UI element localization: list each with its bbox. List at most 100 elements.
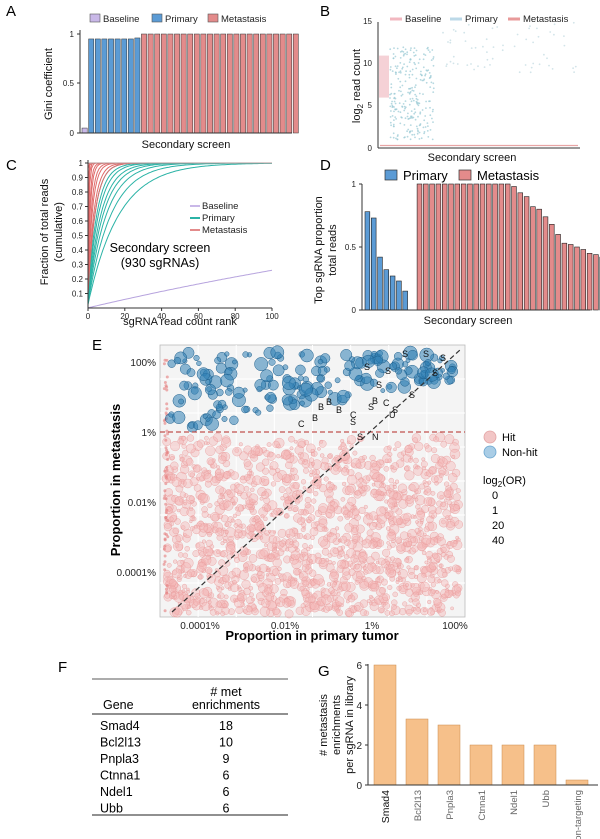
b-primary-point (398, 102, 401, 105)
b-primary-point (429, 114, 432, 117)
e-nonhit-point (299, 382, 313, 397)
b-primary-point (417, 104, 420, 107)
table-header-count-1: # met (210, 685, 242, 699)
b-primary-point (428, 72, 431, 74)
e-hit-point (430, 514, 435, 519)
e-hit-point (195, 541, 205, 551)
e-hit-point (219, 551, 226, 557)
e-hit-point (413, 466, 423, 476)
b-primary-point (402, 103, 405, 105)
e-hit-point (215, 445, 224, 454)
e-nonhit-point (173, 356, 182, 365)
table-cell-count-2: 9 (223, 752, 230, 766)
b-metastasis-point (574, 65, 577, 68)
e-hit-point (267, 500, 278, 511)
e-hit-point (427, 589, 435, 597)
e-hit-point (311, 459, 322, 470)
e-hit-point (304, 597, 310, 603)
e-hit-edge-point (164, 587, 168, 591)
e-hit-edge-point (165, 451, 169, 455)
e-hit-point (207, 469, 212, 474)
b-metastasis-point (449, 41, 452, 44)
e-nonhit-point (265, 391, 277, 403)
b-primary-point (432, 82, 435, 85)
e-hit-point (264, 587, 272, 595)
b-xlabel: Secondary screen (428, 152, 517, 164)
e-hit-point (393, 447, 397, 452)
g-xtick-2: Pnpla3 (445, 790, 456, 820)
e-hit-edge-point (163, 538, 167, 542)
c-ytick-0.1: 0.1 (72, 290, 84, 299)
e-hit-point (353, 602, 364, 612)
e-hit-point (321, 594, 332, 605)
e-hit-edge-point (162, 362, 166, 366)
e-hit-point (253, 522, 262, 531)
e-nonhit-point (205, 416, 211, 422)
e-point-label-12: B (326, 397, 332, 407)
e-hit-point (417, 541, 427, 552)
e-hit-point (306, 519, 311, 523)
e-hit-point (398, 577, 404, 583)
e-hit-point (210, 462, 218, 469)
e-hit-point (243, 474, 251, 481)
b-primary-point (392, 123, 395, 126)
e-hit-point (257, 571, 263, 577)
e-nonhit-point (407, 349, 418, 361)
g-bar-1 (405, 718, 429, 786)
e-hit-point (382, 593, 390, 602)
e-hit-point (377, 557, 386, 566)
e-hit-point (309, 472, 314, 477)
e-hit-point (455, 535, 460, 540)
e-hit-point (204, 435, 209, 441)
c-annotation-2: (930 sgRNAs) (121, 256, 200, 270)
g-ytick-6: 6 (356, 661, 362, 672)
b-primary-point (403, 53, 405, 56)
b-primary-point (429, 86, 432, 88)
e-hit-point (285, 461, 293, 469)
b-metastasis-point (447, 41, 449, 43)
e-hit-point (280, 496, 285, 501)
e-hit-point (392, 591, 398, 598)
e-hit-point (425, 521, 435, 531)
e-hit-point (347, 594, 356, 603)
e-nonhit-point (187, 386, 202, 401)
e-hit-point (384, 568, 391, 575)
e-hit-point (231, 575, 240, 584)
b-metastasis-point (477, 65, 479, 68)
b-primary-point (413, 133, 416, 136)
b-metastasis-point (549, 31, 552, 33)
e-hit-point (287, 575, 294, 582)
e-nonhit-point (270, 345, 285, 360)
b-primary-point (418, 124, 421, 127)
e-hit-point (295, 489, 304, 498)
e-hit-point (376, 519, 386, 529)
e-nonhit-point (214, 357, 222, 364)
e-hit-point (444, 589, 453, 599)
e-hit-point (170, 441, 181, 452)
legend-d-primary: Primary (403, 168, 448, 183)
legend-a-primary: Primary (165, 14, 198, 25)
e-nonhit-point (172, 410, 186, 424)
e-hit-point (359, 581, 370, 591)
b-primary-point (427, 136, 430, 138)
e-hit-point (421, 567, 429, 574)
b-primary-point (431, 117, 433, 120)
e-ytick-2: 0.01% (128, 498, 156, 509)
a-ylabel: Gini coefficient (43, 48, 55, 120)
e-hit-point (399, 607, 407, 616)
e-hit-point (179, 491, 187, 498)
e-hit-point (340, 545, 345, 550)
e-hit-point (437, 537, 446, 546)
e-hit-point (225, 527, 236, 538)
e-hit-point (301, 553, 306, 558)
e-hit-point (440, 546, 447, 553)
e-hit-point (168, 516, 174, 522)
c-ytick-0.4: 0.4 (72, 246, 84, 255)
e-hit-point (283, 493, 289, 499)
e-hit-point (215, 585, 220, 590)
d-bar-primary-3 (383, 269, 389, 311)
a-bar-metastasis-16 (246, 33, 253, 134)
e-nonhit-point (316, 374, 324, 383)
e-hit-point (350, 554, 359, 563)
e-hit-point (300, 517, 306, 523)
